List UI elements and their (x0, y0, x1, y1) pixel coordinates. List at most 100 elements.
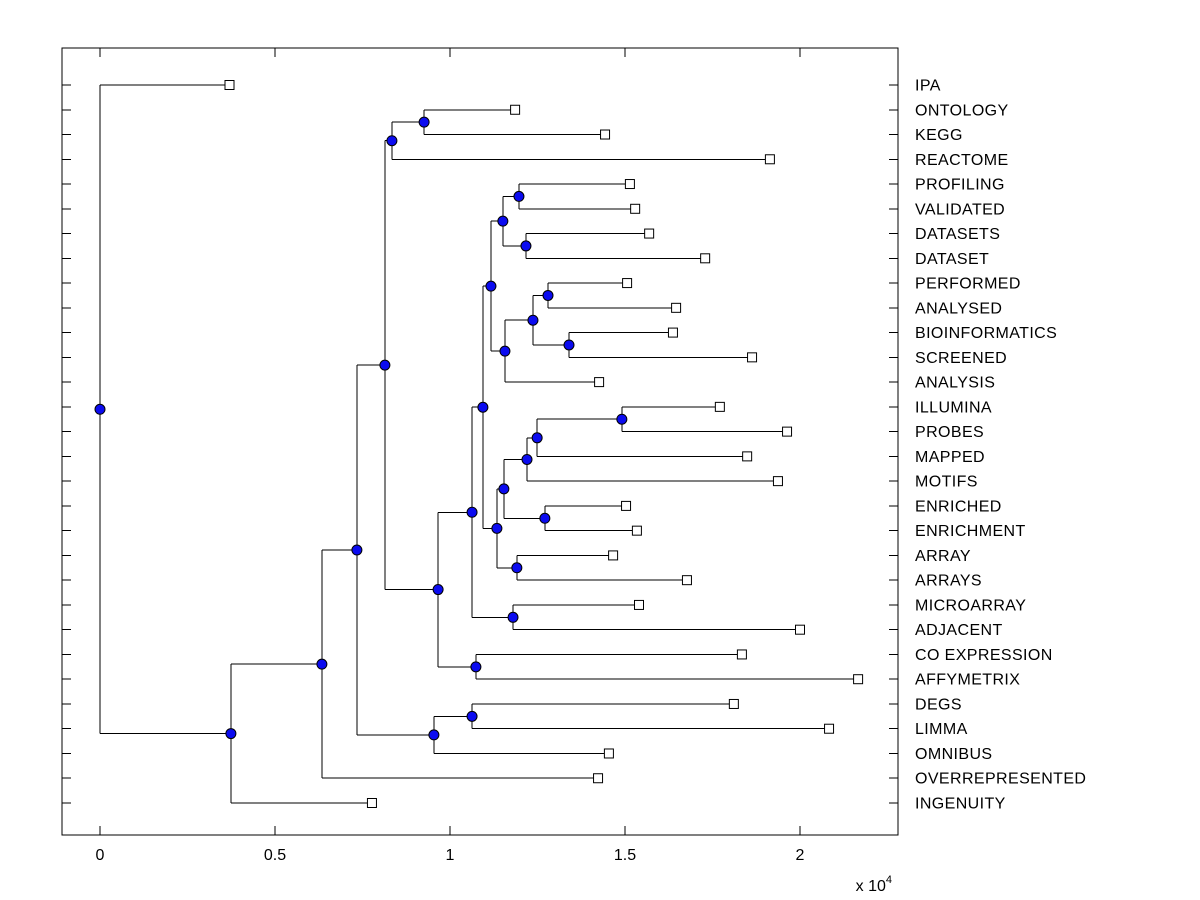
internal-node-marker (507, 611, 519, 623)
leaf-label: MICROARRAY (915, 597, 1026, 614)
internal-node-marker (316, 658, 328, 670)
leaf-marker (603, 748, 614, 759)
leaf-marker (853, 674, 864, 685)
leaf-marker (644, 228, 655, 239)
leaf-label: PERFORMED (915, 276, 1021, 293)
leaf-marker (621, 500, 632, 511)
internal-node-marker (477, 401, 489, 413)
internal-node-marker (418, 116, 430, 128)
internal-node-marker (520, 240, 532, 252)
leaf-marker (772, 476, 783, 487)
internal-node-marker (542, 289, 554, 301)
internal-node-marker (432, 584, 444, 596)
plot-frame-group (61, 47, 899, 836)
leaf-label: DATASETS (915, 226, 1000, 243)
internal-node-marker (466, 506, 478, 518)
leaf-marker (593, 773, 604, 784)
x-axis-multiplier-label: x 104 (856, 874, 892, 895)
leaf-label: DATASET (915, 251, 989, 268)
leaf-marker (510, 104, 521, 115)
tree-branches (99, 84, 859, 804)
leaf-label: ENRICHMENT (915, 523, 1026, 540)
leaf-labels: IPA ONTOLOGY KEGG REACTOME PROFILING VALIDATE… (915, 78, 1086, 813)
leaf-label: MAPPED (915, 449, 985, 466)
leaf-label: OVERREPRESENTED (915, 771, 1086, 788)
leaf-label: REACTOME (915, 152, 1009, 169)
internal-node-marker (521, 453, 533, 465)
internal-node-marker (351, 544, 363, 556)
plot-box (61, 47, 899, 836)
leaf-label: SCREENED (915, 350, 1007, 367)
leaf-label: BIOINFORMATICS (915, 325, 1057, 342)
leaf-label: INGENUITY (915, 795, 1006, 812)
leaf-label: KEGG (915, 127, 963, 144)
internal-node-marker (497, 215, 509, 227)
leaf-marker (824, 723, 835, 734)
tree-markers (94, 80, 864, 808)
leaf-marker (667, 327, 678, 338)
leaf-label: PROFILING (915, 177, 1005, 194)
internal-node-marker (616, 413, 628, 425)
x-tick-label: 1 (446, 847, 455, 864)
leaf-marker (634, 599, 644, 610)
leaf-label: ENRICHED (915, 498, 1002, 515)
leaf-label: PROBES (915, 424, 984, 441)
x-tick-label: 2 (796, 847, 805, 864)
leaf-label: ONTOLOGY (915, 102, 1009, 119)
leaf-marker (224, 80, 235, 90)
internal-node-marker (428, 729, 440, 741)
x-tick-label: 0 (96, 847, 105, 864)
internal-node-marker (513, 190, 525, 202)
internal-node-marker (485, 280, 497, 292)
leaf-label: CO EXPRESSION (915, 647, 1053, 664)
leaf-marker (594, 377, 605, 388)
leaf-label: ADJACENT (915, 622, 1003, 639)
leaf-label: ARRAYS (915, 573, 982, 590)
leaf-label: AFFYMETRIX (915, 672, 1020, 689)
internal-node-marker (527, 314, 539, 326)
leaf-label: DEGS (915, 696, 962, 713)
leaf-label: MOTIFS (915, 474, 978, 491)
leaf-label: ILLUMINA (915, 399, 992, 416)
internal-node-marker (539, 512, 551, 524)
internal-node-marker (563, 339, 575, 351)
leaf-marker (764, 154, 775, 165)
internal-node-marker (386, 135, 398, 147)
leaf-label: VALIDATED (915, 201, 1005, 218)
internal-node-marker (498, 483, 510, 495)
leaf-label: OMNIBUS (915, 746, 992, 763)
leaf-label: ARRAY (915, 548, 971, 565)
leaf-marker (600, 129, 611, 140)
axis-ticks (62, 48, 898, 835)
internal-node-marker (511, 562, 523, 574)
leaf-marker (366, 797, 377, 808)
leaf-label: LIMMA (915, 721, 968, 738)
internal-node-marker (531, 432, 543, 444)
internal-node-marker (466, 710, 478, 722)
leaf-label: IPA (915, 78, 941, 95)
leaf-label: ANALYSIS (915, 375, 995, 392)
internal-node-marker (470, 661, 482, 673)
leaf-marker (631, 525, 642, 536)
leaf-marker (700, 253, 711, 264)
internal-node-marker (94, 403, 106, 415)
internal-node-marker (491, 522, 503, 534)
leaf-marker (728, 698, 739, 709)
x-tick-label: 0.5 (264, 847, 286, 864)
leaf-marker (795, 624, 805, 635)
leaf-marker (622, 278, 633, 289)
leaf-marker (747, 352, 758, 363)
axis-labels: 0 0.5 1 1.5 2 x 104 (96, 847, 892, 895)
internal-node-marker (225, 728, 237, 740)
leaf-marker (736, 649, 747, 660)
leaf-marker (608, 550, 619, 561)
leaf-marker (630, 203, 641, 214)
leaf-marker (671, 302, 682, 313)
x-tick-label: 1.5 (614, 847, 636, 864)
leaf-label: ANALYSED (915, 300, 1002, 317)
leaf-marker (742, 451, 753, 462)
internal-node-marker (379, 359, 391, 371)
leaf-marker (714, 401, 725, 412)
